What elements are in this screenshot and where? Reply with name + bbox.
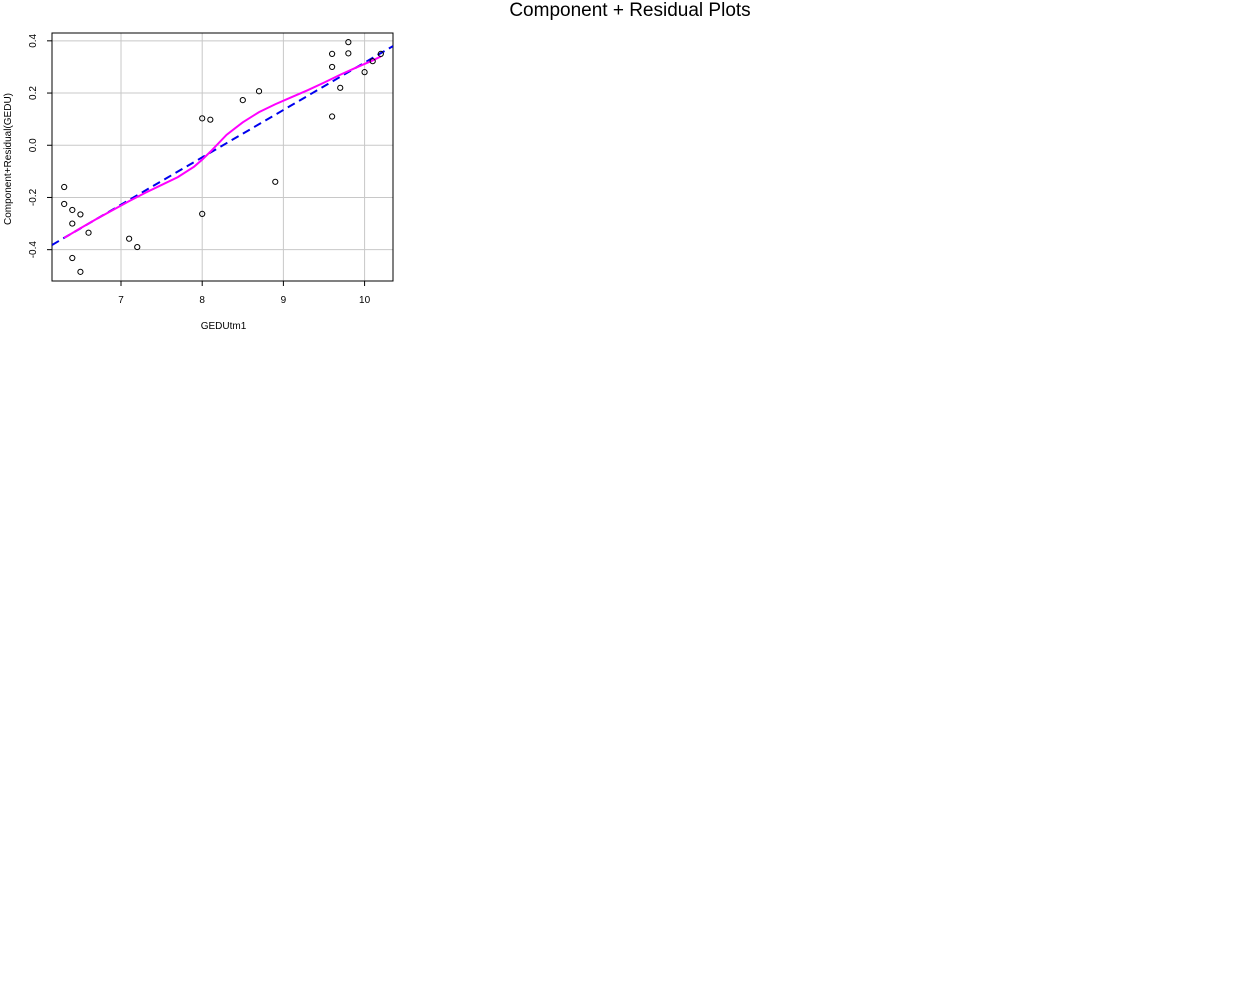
plot-frame (51, 32, 394, 282)
data-point (77, 268, 84, 275)
data-point (239, 96, 246, 104)
y-axis-label: Component+Residual(GEDU) (3, 93, 14, 225)
data-point (345, 50, 352, 57)
data-point (337, 84, 344, 91)
data-point (134, 243, 141, 251)
data-point (377, 50, 384, 57)
data-point (369, 58, 376, 65)
data-point (199, 115, 206, 122)
data-point (126, 235, 133, 242)
page-title: Component + Residual Plots (509, 0, 751, 21)
x-tick-label: 8 (199, 295, 205, 306)
x-tick-label: 9 (281, 295, 287, 306)
x-tick-label: 7 (118, 295, 124, 306)
data-point (61, 183, 68, 191)
data-point (69, 206, 76, 214)
data-point (85, 229, 92, 236)
data-point (255, 88, 263, 95)
data-point (69, 220, 76, 227)
data-point (329, 50, 336, 57)
x-axis-label: GEDUtm1 (201, 321, 247, 332)
data-point (69, 254, 76, 262)
smooth-line (63, 55, 382, 239)
data-point (207, 116, 214, 123)
y-tick-label: -0.4 (28, 241, 39, 259)
data-point (272, 178, 279, 185)
y-tick-label: -0.2 (28, 188, 39, 206)
data-point (77, 211, 84, 218)
y-tick-label: 0.4 (28, 33, 39, 47)
x-tick-label: 10 (359, 295, 371, 306)
data-point (345, 39, 352, 46)
data-point (199, 210, 206, 218)
y-tick-label: 0.2 (28, 86, 39, 100)
y-tick-label: 0.0 (28, 138, 39, 152)
data-point (61, 200, 68, 208)
data-point (329, 113, 336, 120)
data-point (361, 69, 368, 76)
data-point (329, 63, 336, 71)
